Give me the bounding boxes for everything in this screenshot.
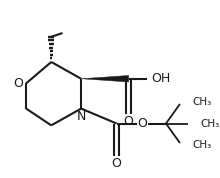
Text: CH₃: CH₃ bbox=[192, 140, 211, 150]
Text: O: O bbox=[112, 157, 121, 170]
Text: O: O bbox=[124, 115, 134, 128]
Polygon shape bbox=[81, 75, 129, 82]
Text: N: N bbox=[76, 109, 86, 122]
Text: CH₃: CH₃ bbox=[200, 119, 220, 129]
Text: O: O bbox=[14, 77, 24, 90]
Text: OH: OH bbox=[152, 72, 171, 85]
Text: O: O bbox=[138, 117, 148, 130]
Text: CH₃: CH₃ bbox=[192, 97, 211, 107]
